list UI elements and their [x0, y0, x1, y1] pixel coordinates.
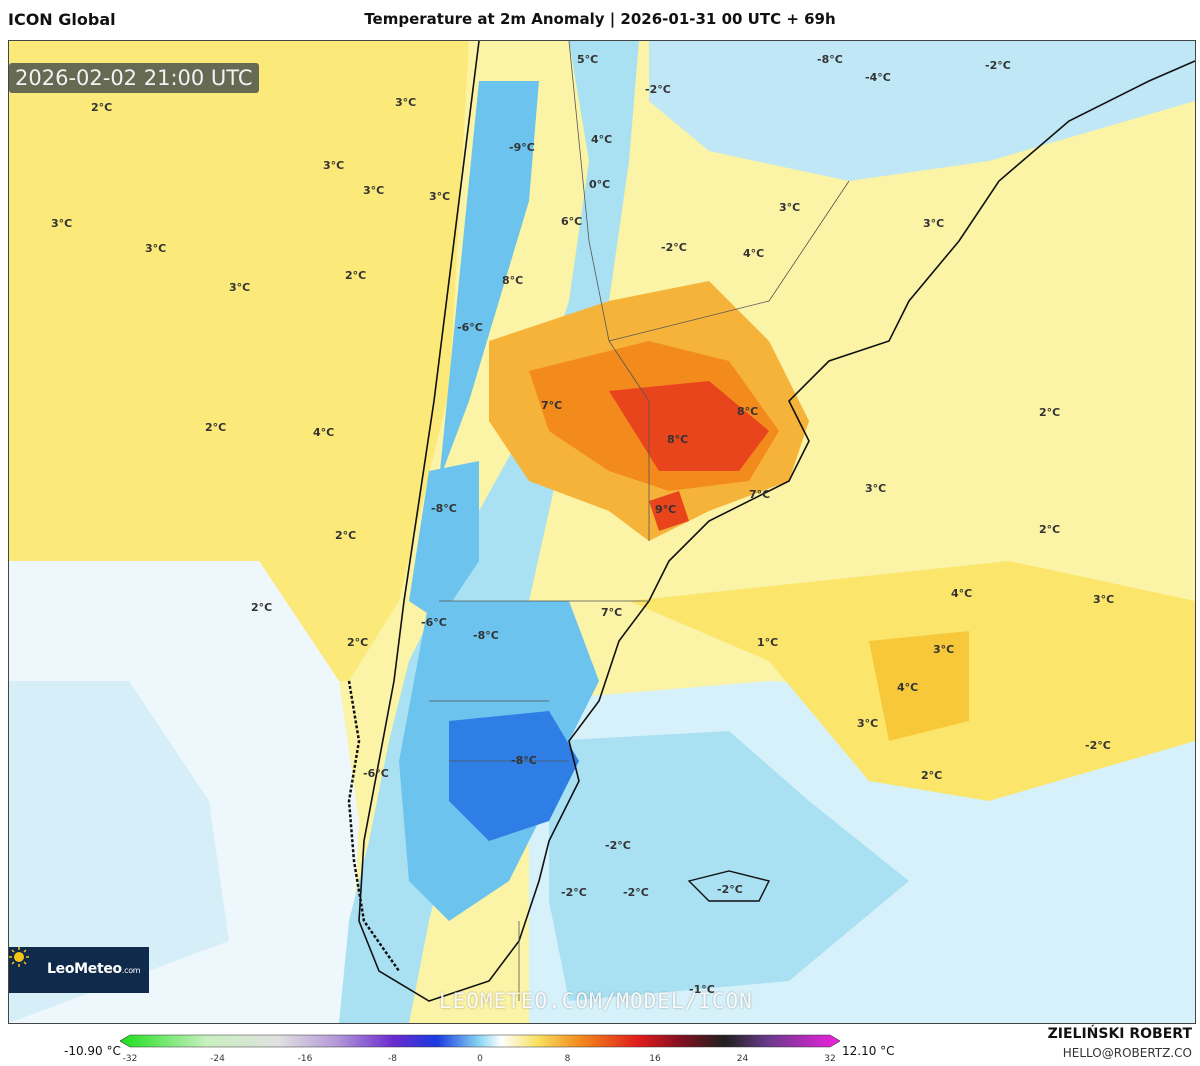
temperature-label: 7°C	[749, 488, 771, 501]
falkland-islands	[687, 870, 771, 902]
brazil-cool-region	[649, 41, 1195, 181]
author-name: ZIELIŃSKI ROBERT	[1047, 1026, 1192, 1042]
colorbar-gradient	[120, 1034, 840, 1048]
author-email: HELLO@ROBERTZ.CO	[1062, 1046, 1192, 1060]
colorbar-tick-label: 24	[736, 1054, 749, 1064]
temperature-label: 2°C	[91, 101, 113, 114]
temperature-label: 2°C	[205, 421, 227, 434]
temperature-label: 4°C	[591, 133, 613, 146]
colorbar: -10.90 °C -32 -24 -16 -8 0 8 16 24 3	[0, 1026, 1200, 1066]
temperature-label: 3°C	[923, 217, 945, 230]
temperature-label: 3°C	[51, 217, 73, 230]
temperature-label: 3°C	[865, 482, 887, 495]
temperature-label: -4°C	[865, 71, 891, 84]
model-url-watermark: LEOMETEO.COM/MODEL/ICON	[439, 989, 753, 1013]
temperature-label: 3°C	[429, 190, 451, 203]
pacific-warm-region	[9, 41, 469, 681]
temperature-label: 1°C	[757, 636, 779, 649]
temperature-label: 2°C	[345, 269, 367, 282]
temperature-label: -2°C	[985, 59, 1011, 72]
logo-suffix: .com	[121, 966, 141, 975]
temperature-label: 7°C	[601, 606, 623, 619]
temperature-label: 2°C	[251, 601, 273, 614]
temperature-label: -1°C	[689, 983, 715, 996]
temperature-label: 3°C	[857, 717, 879, 730]
temperature-label: 2°C	[1039, 523, 1061, 536]
patagonia-very-cold-core	[449, 711, 579, 841]
valid-time-badge: 2026-02-02 21:00 UTC	[9, 63, 259, 93]
temperature-label: -8°C	[817, 53, 843, 66]
temperature-label: -2°C	[1085, 739, 1111, 752]
logo-text: LeoMeteo	[47, 961, 122, 977]
colorbar-tick-label: 0	[477, 1054, 483, 1064]
temperature-label: 4°C	[743, 247, 765, 260]
colorbar-tick-label: 8	[564, 1054, 571, 1064]
andes-cold-core-north	[439, 81, 539, 481]
temperature-label: 3°C	[229, 281, 251, 294]
temperature-label: -9°C	[509, 141, 535, 154]
andes-cold-core-mid	[409, 461, 479, 621]
map-frame: 2026-02-02 21:00 UTC 2°C 3°C 3°C 3°C 3°C 3°C 3…	[8, 40, 1196, 1024]
colorbar-max-label: 12.10 °C	[842, 1044, 895, 1058]
temperature-label: 8°C	[737, 405, 759, 418]
colorbar-tick-label: 32	[824, 1054, 836, 1064]
temperature-label: 2°C	[1039, 406, 1061, 419]
chile-fjords	[347, 680, 401, 972]
colorbar-tick-label: -8	[388, 1054, 397, 1064]
temperature-label: 3°C	[1093, 593, 1115, 606]
temperature-label: 6°C	[561, 215, 583, 228]
temperature-label: -2°C	[645, 83, 671, 96]
temperature-label: 2°C	[347, 636, 369, 649]
temperature-label: -2°C	[561, 886, 587, 899]
temperature-label: 0°C	[589, 178, 611, 191]
pacific-cold-patch	[9, 681, 229, 1023]
temperature-label: 4°C	[951, 587, 973, 600]
colorbar-tick-label: -16	[297, 1054, 313, 1064]
temperature-label: 3°C	[933, 643, 955, 656]
atlantic-cold-region	[549, 731, 909, 1001]
temperature-label: 2°C	[921, 769, 943, 782]
temperature-label: 3°C	[779, 201, 801, 214]
temperature-label: -6°C	[363, 767, 389, 780]
temperature-label: 8°C	[502, 274, 524, 287]
temperature-label: 8°C	[667, 433, 689, 446]
temperature-label: -2°C	[717, 883, 743, 896]
colorbar-min-label: -10.90 °C	[64, 1044, 121, 1058]
country-borders	[429, 41, 850, 1001]
header: ICON Global Temperature at 2m Anomaly | …	[0, 0, 1200, 38]
temperature-label: -2°C	[661, 241, 687, 254]
colorbar-tick-label: 16	[649, 1054, 661, 1064]
atlantic-warm-patch	[869, 631, 969, 741]
temperature-label: -8°C	[473, 629, 499, 642]
buenos-aires-hot-spot	[649, 491, 689, 531]
temperature-label: 4°C	[313, 426, 335, 439]
sun-icon	[9, 947, 29, 967]
temperature-label: -8°C	[431, 502, 457, 515]
temperature-label: -2°C	[623, 886, 649, 899]
temperature-label: -6°C	[421, 616, 447, 629]
leometeo-logo: LeoMeteo.com	[9, 947, 149, 993]
temperature-label: 3°C	[145, 242, 167, 255]
map-title: Temperature at 2m Anomaly | 2026-01-31 0…	[364, 10, 836, 28]
temperature-label: 3°C	[363, 184, 385, 197]
temperature-label: 4°C	[897, 681, 919, 694]
temperature-label: 3°C	[323, 159, 345, 172]
temperature-label: -2°C	[605, 839, 631, 852]
colorbar-tick-label: -24	[210, 1054, 225, 1064]
model-name: ICON Global	[8, 10, 116, 29]
temperature-label: -6°C	[457, 321, 483, 334]
anomaly-map	[9, 41, 1195, 1023]
temperature-label: 2°C	[335, 529, 357, 542]
temperature-label: 3°C	[395, 96, 417, 109]
coastline	[358, 41, 1195, 1002]
temperature-label: 7°C	[541, 399, 563, 412]
temperature-label: -8°C	[511, 754, 537, 767]
colorbar-tick-label: -32	[122, 1054, 138, 1064]
temperature-label: 9°C	[655, 503, 677, 516]
temperature-label: 5°C	[577, 53, 599, 66]
